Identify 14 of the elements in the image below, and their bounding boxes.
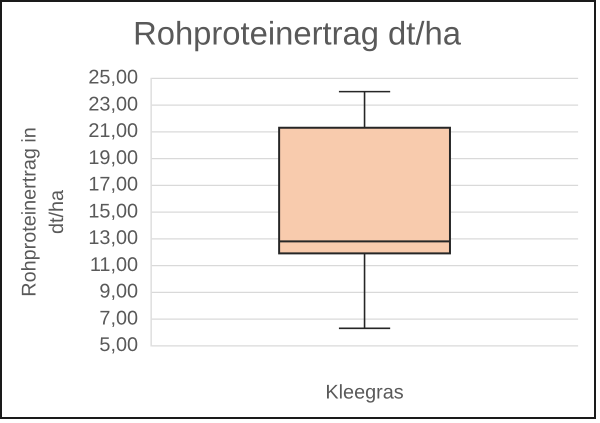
y-tick-label: 15,00 — [88, 200, 138, 222]
y-tick-label: 25,00 — [88, 66, 138, 89]
y-tick-label: 11,00 — [90, 254, 138, 276]
y-tick-label: 13,00 — [88, 227, 138, 250]
y-tick-label: 21,00 — [88, 120, 138, 142]
y-tick-label: 5,00 — [99, 334, 138, 356]
y-tick-label: 23,00 — [88, 93, 138, 116]
y-tick-label: 19,00 — [88, 146, 138, 169]
x-tick-label: Kleegras — [325, 382, 404, 404]
chart-title: Rohproteinertrag dt/ha — [133, 14, 462, 52]
y-tick-label: 17,00 — [88, 174, 138, 196]
y-axis-title: Rohproteinertrag in dt/ha — [18, 127, 68, 297]
y-tick-label: 7,00 — [99, 307, 138, 330]
y-tick-label: 9,00 — [99, 280, 138, 303]
